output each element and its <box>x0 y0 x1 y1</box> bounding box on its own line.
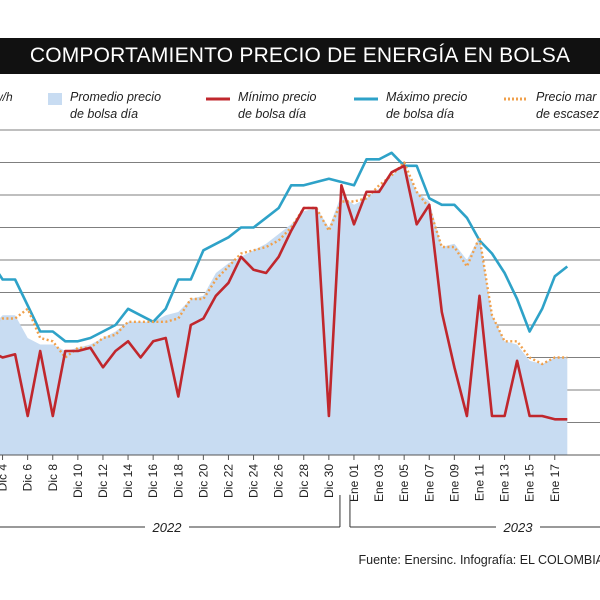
legend-label-maximo: Máximo precio de bolsa día <box>386 90 468 121</box>
x-tick-label: Dic 26 <box>272 464 286 498</box>
x-tick-label: Dic 16 <box>146 464 160 498</box>
legend-item-maximo: Máximo precio de bolsa día <box>354 89 467 123</box>
source-credit: Fuente: Enersinc. Infografía: EL COLOMBI… <box>358 553 600 567</box>
chart-title: COMPORTAMIENTO PRECIO DE ENERGÍA EN BOLS… <box>29 44 571 67</box>
legend-swatch-minimo <box>206 97 230 101</box>
x-tick-label: Dic 6 <box>21 464 35 492</box>
x-tick-label: Dic 14 <box>121 464 135 498</box>
legend-label-escasez: Precio mar de escasez <box>536 90 600 121</box>
legend-item-escasez: Precio mar de escasez <box>504 89 599 123</box>
legend-item-promedio: Promedio precio de bolsa día <box>48 89 161 123</box>
x-tick-label: Dic 24 <box>247 464 261 498</box>
x-tick-label: Ene 17 <box>548 464 562 502</box>
legend-item-minimo: Mínimo precio de bolsa día <box>206 89 317 123</box>
series-maximo-line <box>0 151 569 343</box>
area-layer <box>0 165 568 455</box>
year-label-2022-bg <box>145 519 189 535</box>
x-tick-label: Dic 28 <box>297 464 311 498</box>
series-minimo-line <box>0 164 568 421</box>
year-label-2023: 2023 <box>503 520 534 535</box>
legend-swatch-maximo <box>354 97 378 101</box>
legend-swatch-promedio <box>48 93 62 105</box>
x-tick-label: Ene 11 <box>472 464 486 501</box>
x-tick-label: Dic 8 <box>46 464 60 492</box>
legend-label-minimo: Mínimo precio de bolsa día <box>238 90 317 121</box>
x-tick-label: Dic 20 <box>196 464 210 498</box>
x-tick-label: Dic 4 <box>0 464 10 492</box>
x-tick-label: Dic 12 <box>96 464 110 498</box>
x-tick-label: Dic 22 <box>221 464 235 498</box>
x-tick-label: Dic 30 <box>322 464 336 498</box>
year-label-2023-bg <box>496 519 540 535</box>
line-layer <box>0 151 569 421</box>
legend-swatch-escasez <box>504 97 528 101</box>
x-tick-label: Ene 09 <box>447 464 461 502</box>
x-tick-label: Ene 05 <box>397 464 411 502</box>
year-label-2022: 2022 <box>152 520 183 535</box>
x-axis: Dic 4 Dic 6 Dic 8 Dic 10 Dic 12 Dic 14 Dic 16 D… <box>0 454 600 502</box>
x-tick-label: Dic 10 <box>71 464 85 498</box>
x-tick-label: Dic 18 <box>171 464 185 498</box>
series-promedio-area <box>0 165 568 455</box>
x-tick-label: Ene 01 <box>347 464 361 502</box>
x-tick-label: Ene 15 <box>523 464 537 502</box>
y-axis-unit-label: w/h <box>0 90 13 104</box>
x-tick-label: Ene 07 <box>422 464 436 502</box>
title-bar: COMPORTAMIENTO PRECIO DE ENERGÍA EN BOLS… <box>0 38 600 74</box>
x-tick-label: Ene 03 <box>372 464 386 502</box>
year-groups: 2022 2023 <box>0 495 600 535</box>
legend-label-promedio: Promedio precio de bolsa día <box>70 90 162 121</box>
x-tick-label: Ene 13 <box>498 464 512 502</box>
